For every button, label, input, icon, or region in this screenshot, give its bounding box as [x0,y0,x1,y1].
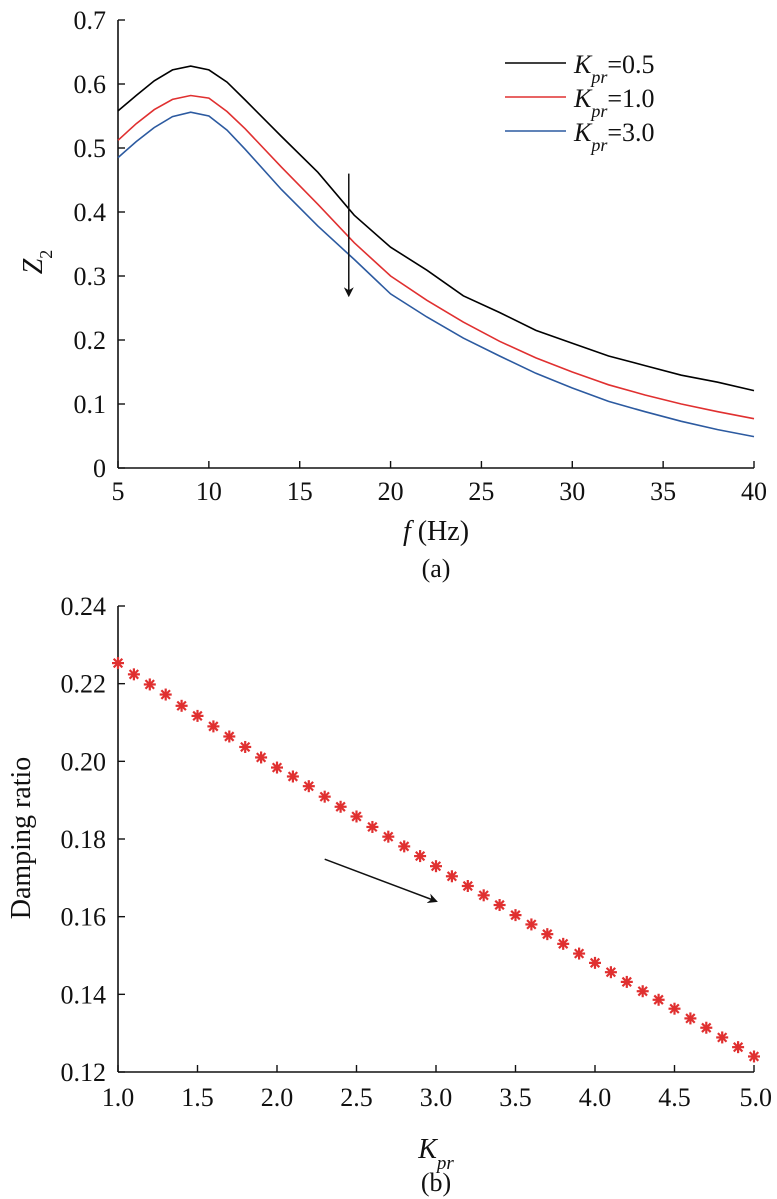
chart-b-point [477,889,490,902]
chart-a-x-tick-label: 15 [287,477,313,506]
chart-b-y-tick-label: 0.16 [61,903,107,932]
chart-b-point [684,1012,697,1025]
chart-a-x-tick-label: 20 [378,477,404,506]
chart-b-point [604,966,617,979]
chart-a: 0 0.1 0.2 0.3 0.4 0.5 0.6 0.7 5 10 15 20 25 30 35 40 Z… [18,6,767,583]
chart-b-x-tick-label: 1.0 [102,1083,135,1112]
chart-b-point [175,699,188,712]
chart-a-x-label: f (Hz) [403,516,469,547]
chart-b-point [239,740,252,753]
chart-b-point [334,800,347,813]
chart-b-x-tick-label: 1.5 [181,1083,214,1112]
chart-b-point [589,956,601,969]
chart-b-point [573,947,586,960]
chart-b-point [668,1002,681,1015]
chart-b-point [127,668,140,681]
chart-b-x-label: Kpr [417,1134,454,1174]
chart-b-point [366,820,379,833]
chart-b-point [159,688,172,701]
chart-a-y-tick-label: 0.5 [74,134,107,163]
chart-b-point [223,730,236,743]
chart-b-point [112,657,124,670]
chart-a-y-tick-label: 0.2 [74,326,107,355]
chart-a-y-ticks: 0 0.1 0.2 0.3 0.4 0.5 0.6 0.7 [74,6,125,483]
chart-b-x-tick-label: 3.5 [499,1083,532,1112]
chart-b-arrow-line [324,858,438,903]
chart-a-y-tick-label: 0.4 [74,198,107,227]
chart-b-point [414,850,427,863]
chart-b-point [493,899,506,912]
chart-b-point [557,937,570,950]
chart-a-x-tick-label: 25 [468,477,494,506]
chart-a-series-line-1 [117,65,755,392]
chart-b-point [636,985,649,998]
chart-a-caption: (a) [422,554,451,583]
chart-b-point [286,770,299,783]
chart-a-x-tick-label: 40 [741,477,767,506]
chart-b-y-ticks: 0.12 0.14 0.16 0.18 0.20 0.22 0.24 [61,592,125,1087]
chart-a-y-tick-label: 0 [93,454,106,483]
chart-a-y-tick-label: 0.7 [74,6,107,35]
chart-a-legend-label-2: Kpr=1.0 [573,84,655,121]
chart-b-point [207,720,220,733]
chart-a-series [117,65,755,438]
chart-a-x-tick-label: 30 [559,477,585,506]
chart-b-x-tick-label: 2.0 [261,1083,294,1112]
chart-a-x-ticks: 5 10 15 20 25 30 35 40 [112,461,767,506]
chart-b-point [318,790,331,803]
chart-a-y-tick-label: 0.1 [74,390,107,419]
chart-a-legend-label-3: Kpr=3.0 [573,118,655,155]
chart-a-y-label: Z2 [18,250,56,275]
chart-b-x-tick-label: 3.0 [420,1083,453,1112]
chart-b-arrow [324,858,438,903]
chart-b-point [732,1041,745,1054]
chart-b-point [430,860,442,873]
chart-a-legend-label-1: Kpr=0.5 [573,50,655,87]
chart-b-point [445,870,458,883]
chart-b-x-tick-label: 5.0 [740,1083,773,1112]
chart-b-x-tick-label: 4.0 [579,1083,612,1112]
chart-a-y-tick-label: 0.3 [74,262,107,291]
chart-b-x-tick-label: 4.5 [658,1083,691,1112]
chart-b-point [382,830,395,843]
chart-b-point [620,975,633,988]
chart-b-point [716,1031,729,1044]
chart-b-y-label: Damping ratio [6,757,37,920]
chart-b-point [271,761,283,774]
chart-b-x-ticks: 1.0 1.5 2.0 2.5 3.0 3.5 4.0 4.5 5.0 [102,1065,772,1112]
chart-b-y-tick-label: 0.12 [61,1058,107,1087]
chart-b-point [350,810,363,823]
chart-b-point [509,909,522,922]
chart-b-y-tick-label: 0.24 [61,592,107,621]
chart-b-point [143,678,156,691]
chart-b-point [302,780,315,793]
chart-b-point [398,840,411,853]
chart-a-x-tick-label: 5 [112,477,125,506]
chart-b-point [700,1021,713,1034]
chart-b-point [461,879,474,892]
chart-b-caption: (b) [421,1168,451,1197]
chart-b-point [255,751,268,764]
chart-a-y-tick-label: 0.6 [74,70,107,99]
chart-b-y-tick-label: 0.14 [61,980,107,1009]
chart-b-point [541,928,554,941]
chart-b: 0.12 0.14 0.16 0.18 0.20 0.22 0.24 1.0 1.5 2.0 2.… [6,592,772,1197]
chart-a-x-tick-label: 35 [650,477,676,506]
chart-b-point [191,709,204,722]
chart-a-series-line-2 [117,94,755,420]
chart-b-point [525,918,538,931]
chart-b-points [112,657,760,1063]
chart-b-point [748,1050,760,1063]
chart-b-point [652,993,665,1006]
chart-b-y-tick-label: 0.20 [61,747,107,776]
chart-b-x-tick-label: 2.5 [340,1083,373,1112]
chart-a-x-tick-label: 10 [196,477,222,506]
chart-b-y-tick-label: 0.22 [61,670,107,699]
chart-a-series-line-3 [117,111,755,438]
chart-a-axes [117,20,754,469]
chart-b-y-tick-label: 0.18 [61,825,107,854]
